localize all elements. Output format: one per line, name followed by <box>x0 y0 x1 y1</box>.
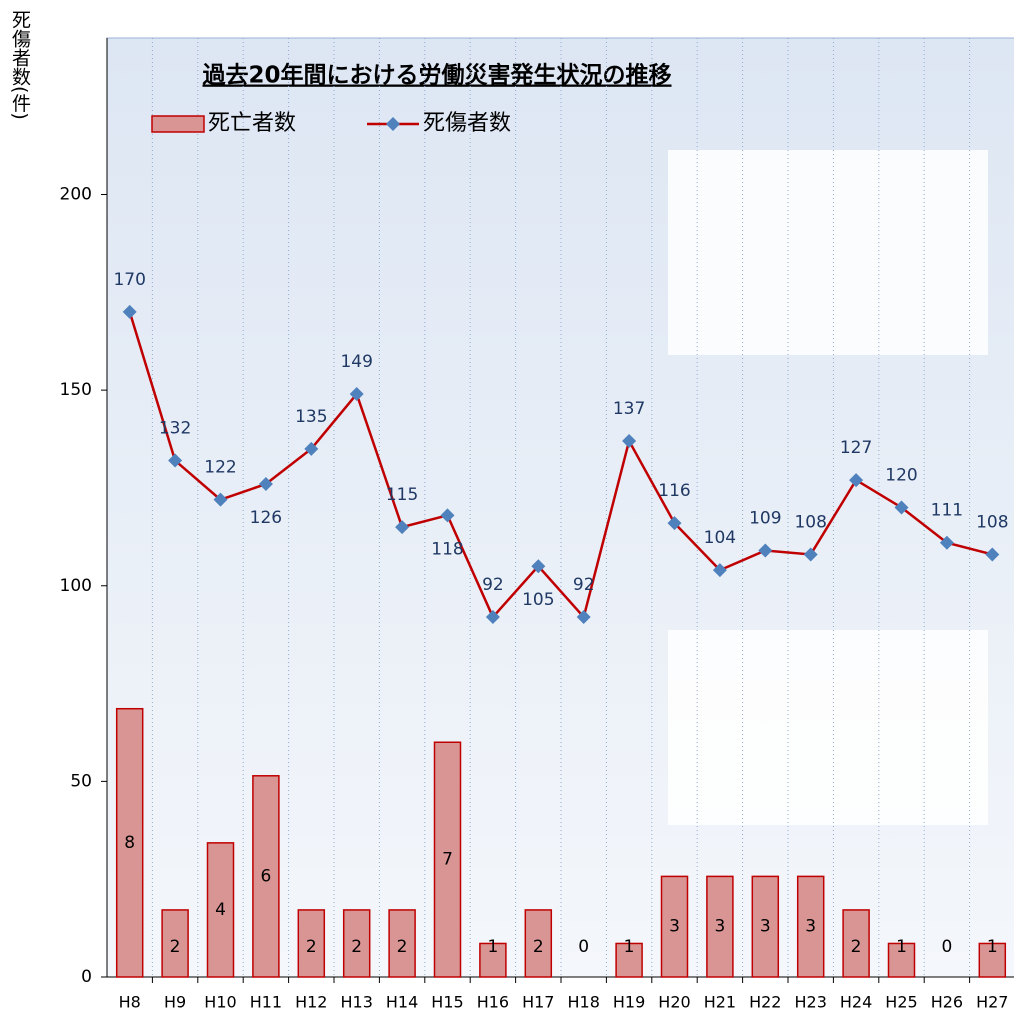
x-tick-label: H25 <box>885 993 917 1012</box>
data-label: 2 <box>351 937 362 957</box>
x-tick-label: H13 <box>341 993 373 1012</box>
x-tick-label: H15 <box>431 993 463 1012</box>
chart: 過去20年間における労働災害発生状況の推移 死傷者数(件) 0501001502… <box>0 0 1014 1020</box>
data-label: 137 <box>613 399 645 419</box>
data-label: 104 <box>704 528 736 548</box>
legend-label: 死亡者数 <box>208 111 296 136</box>
data-label: 149 <box>340 352 372 372</box>
data-label: 1 <box>987 937 998 957</box>
y-tick-label: 150 <box>60 380 92 400</box>
data-label: 108 <box>976 512 1008 532</box>
x-tick-label: H17 <box>522 993 554 1012</box>
y-tick-label: 50 <box>70 771 92 791</box>
legend-swatch <box>152 116 204 132</box>
data-label: 118 <box>431 539 463 559</box>
data-label: 2 <box>170 937 181 957</box>
data-label: 1 <box>896 937 907 957</box>
x-tick-label: H8 <box>119 993 141 1012</box>
x-tick-label: H18 <box>568 993 600 1012</box>
data-label: 4 <box>215 900 226 920</box>
x-tick-label: H22 <box>749 993 781 1012</box>
x-tick-label: H12 <box>295 993 327 1012</box>
data-label: 127 <box>840 438 872 458</box>
data-label: 116 <box>658 481 690 501</box>
illustration <box>668 630 988 825</box>
data-label: 126 <box>250 508 282 528</box>
x-tick-label: H11 <box>250 993 282 1012</box>
data-label: 2 <box>533 937 544 957</box>
data-label: 170 <box>113 270 145 290</box>
y-tick-label: 200 <box>60 185 92 205</box>
x-tick-label: H24 <box>840 993 872 1012</box>
data-label: 92 <box>573 575 595 595</box>
data-label: 1 <box>624 937 635 957</box>
data-label: 132 <box>159 419 191 439</box>
y-axis-label: 死傷者数(件) <box>9 10 31 120</box>
data-label: 2 <box>306 937 317 957</box>
data-label: 2 <box>851 937 862 957</box>
data-label: 6 <box>260 866 271 886</box>
x-tick-label: H27 <box>976 993 1008 1012</box>
y-tick-label: 100 <box>60 576 92 596</box>
chart-title: 過去20年間における労働災害発生状況の推移 <box>202 62 671 89</box>
x-tick-label: H16 <box>477 993 509 1012</box>
x-tick-label: H14 <box>386 993 418 1012</box>
x-tick-label: H23 <box>795 993 827 1012</box>
data-label: 105 <box>522 590 554 610</box>
data-label: 108 <box>794 512 826 532</box>
x-tick-label: H21 <box>704 993 736 1012</box>
x-tick-label: H9 <box>164 993 186 1012</box>
y-tick-label: 0 <box>81 967 92 987</box>
data-label: 122 <box>204 458 236 478</box>
data-label: 109 <box>749 509 781 529</box>
x-tick-label: H20 <box>658 993 690 1012</box>
data-label: 1 <box>487 937 498 957</box>
data-label: 120 <box>885 466 917 486</box>
data-label: 92 <box>482 575 504 595</box>
data-label: 0 <box>578 937 589 957</box>
data-label: 3 <box>760 917 771 937</box>
data-label: 3 <box>669 917 680 937</box>
legend-label: 死傷者数 <box>423 111 511 136</box>
data-label: 135 <box>295 407 327 427</box>
data-label: 111 <box>931 501 963 521</box>
x-tick-label: H10 <box>204 993 236 1012</box>
data-label: 115 <box>386 485 418 505</box>
data-label: 3 <box>714 917 725 937</box>
x-tick-label: H19 <box>613 993 645 1012</box>
data-label: 8 <box>124 833 135 853</box>
x-tick-label: H26 <box>931 993 963 1012</box>
data-label: 2 <box>397 937 408 957</box>
illustration <box>668 150 988 355</box>
data-label: 0 <box>941 937 952 957</box>
data-label: 7 <box>442 850 453 870</box>
data-label: 3 <box>805 917 816 937</box>
